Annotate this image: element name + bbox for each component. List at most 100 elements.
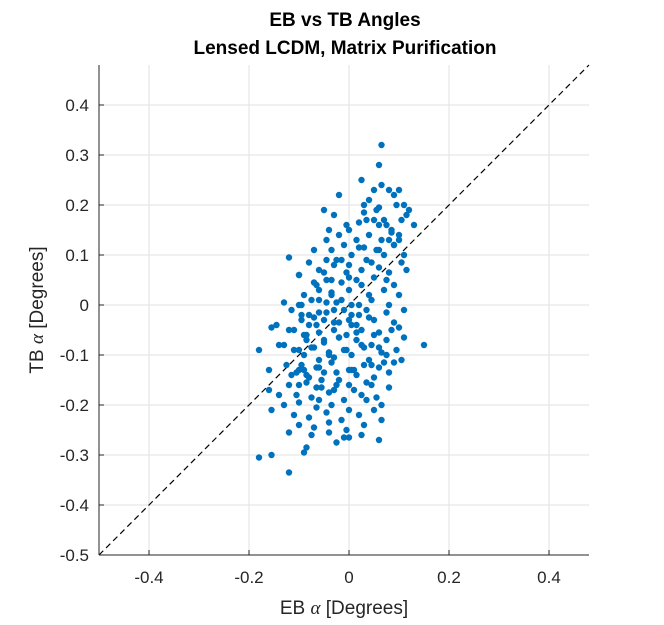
data-point	[288, 306, 295, 314]
data-point	[320, 206, 328, 214]
data-point	[325, 226, 333, 234]
data-point	[398, 356, 405, 364]
data-point	[285, 381, 293, 389]
data-point	[420, 341, 428, 349]
data-point	[393, 201, 400, 209]
data-point	[395, 231, 403, 239]
data-point	[338, 416, 345, 424]
data-point	[373, 394, 380, 401]
data-point	[363, 396, 370, 404]
data-point	[310, 424, 318, 431]
data-point	[353, 336, 360, 344]
data-point	[390, 281, 398, 289]
data-point	[355, 411, 363, 419]
data-point	[303, 444, 310, 451]
data-point	[375, 344, 383, 351]
data-point	[273, 321, 280, 329]
data-points	[255, 141, 428, 476]
data-point	[385, 269, 393, 276]
data-point	[360, 209, 368, 216]
data-point	[315, 396, 323, 404]
data-point	[355, 301, 363, 309]
data-point	[403, 266, 410, 274]
data-point	[358, 326, 365, 334]
data-point	[333, 439, 340, 446]
data-point	[410, 221, 418, 229]
chart-title-line-2: Lensed LCDM, Matrix Purification	[194, 38, 497, 59]
data-point	[363, 256, 370, 264]
data-point	[285, 429, 293, 436]
data-point	[385, 301, 393, 309]
data-point	[340, 306, 348, 314]
data-point	[378, 416, 385, 424]
data-point	[378, 181, 385, 189]
x-tick-label: 0.2	[437, 568, 461, 587]
data-point	[353, 236, 360, 244]
x-axis-label-prefix: EB	[280, 598, 311, 619]
data-point	[360, 201, 368, 209]
data-point	[395, 236, 403, 244]
data-point	[400, 334, 408, 341]
data-point	[315, 329, 323, 336]
data-point	[370, 274, 378, 281]
data-point	[323, 256, 330, 264]
data-point	[315, 309, 323, 316]
data-point	[348, 251, 355, 259]
x-tick-label: 0	[344, 568, 353, 587]
data-point	[380, 216, 388, 224]
data-point	[298, 316, 305, 324]
data-point	[313, 321, 320, 329]
data-point	[323, 236, 330, 244]
x-tick-label: -0.2	[234, 568, 263, 587]
x-ticks: -0.4 -0.2 0 0.2 0.4	[134, 550, 561, 587]
data-point	[345, 274, 353, 281]
data-point	[295, 381, 303, 389]
data-point	[375, 246, 383, 254]
y-tick-label: 0.4	[65, 96, 89, 115]
data-point	[385, 384, 393, 391]
data-point	[310, 246, 318, 254]
data-point	[298, 311, 305, 319]
data-point	[388, 226, 395, 234]
data-point	[375, 264, 383, 271]
data-point	[330, 386, 338, 394]
x-tick-label: 0.4	[537, 568, 561, 587]
data-point	[328, 246, 335, 254]
data-point	[335, 191, 343, 199]
data-point	[265, 386, 273, 394]
data-point	[360, 361, 368, 369]
data-point	[353, 321, 360, 329]
data-point	[365, 356, 373, 364]
data-point	[330, 306, 338, 314]
y-tick-label: 0.2	[65, 196, 89, 215]
data-point	[395, 291, 403, 299]
data-point	[303, 331, 310, 339]
data-point	[363, 216, 370, 224]
data-point	[353, 329, 360, 336]
data-point	[398, 216, 405, 224]
data-point	[385, 186, 393, 194]
data-point	[320, 316, 328, 324]
data-point	[390, 359, 398, 366]
data-point	[383, 309, 390, 316]
data-point	[310, 279, 318, 286]
data-point	[325, 389, 333, 396]
data-point	[390, 191, 398, 199]
data-point	[385, 236, 393, 244]
data-point	[328, 401, 335, 409]
data-point	[358, 391, 365, 399]
data-point	[365, 314, 373, 321]
data-point	[255, 454, 263, 461]
data-point	[298, 361, 305, 369]
data-point	[318, 384, 325, 391]
x-axis-label: EB α [Degrees]	[280, 598, 408, 619]
data-point	[328, 291, 335, 299]
data-point	[380, 359, 388, 366]
data-point	[333, 369, 340, 376]
data-point	[315, 356, 323, 364]
data-point	[320, 269, 328, 276]
y-tick-label: -0.4	[60, 496, 89, 515]
data-point	[345, 381, 353, 389]
data-point	[325, 419, 333, 426]
data-point	[388, 326, 395, 334]
